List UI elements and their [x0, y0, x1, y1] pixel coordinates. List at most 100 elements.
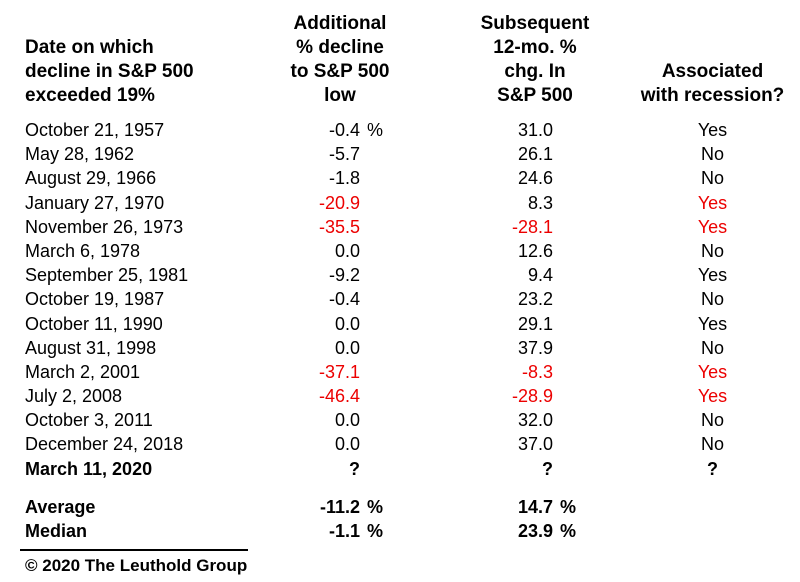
additional-decline-value: -46.4 [318, 386, 360, 407]
col-header-date: Date on which decline in S&P 500 exceede… [25, 37, 194, 106]
cell-date: October 3, 2011 [25, 410, 153, 431]
additional-decline-value: -1.8 [328, 168, 360, 189]
cell-date: October 19, 1987 [25, 289, 165, 310]
cell-recession: Yes [697, 216, 728, 237]
table-row: March 11, 2020 ? ? ? [0, 457, 800, 481]
subsequent-change-value: 32.0 [517, 410, 553, 431]
cell-recession: Yes [697, 313, 728, 334]
table-row: October 11, 1990 0.0 29.1 Yes [0, 312, 800, 336]
subsequent-change-value: 37.0 [517, 434, 553, 455]
table-row: January 27, 1970 -20.9 8.3 Yes [0, 191, 800, 215]
percent-sign [553, 166, 615, 190]
additional-decline-value: -35.5 [318, 216, 360, 237]
additional-decline-value: 0.0 [334, 337, 360, 358]
cell-additional-decline: -11.2% [255, 495, 425, 519]
additional-decline-value: -20.9 [318, 192, 360, 213]
cell-recession: Yes [697, 192, 728, 213]
additional-decline-value: 0.0 [334, 313, 360, 334]
table-row: Median -1.1% 23.9% [0, 519, 800, 543]
percent-sign [360, 360, 425, 384]
cell-recession: No [700, 289, 724, 310]
cell-subsequent-change: -28.1 [455, 215, 615, 239]
cell-recession: Yes [697, 361, 728, 382]
subsequent-change-value: 31.0 [517, 120, 553, 140]
percent-sign [360, 312, 425, 336]
percent-sign [360, 384, 425, 408]
table-row: December 24, 2018 0.0 37.0 No [0, 432, 800, 456]
cell-recession: No [700, 434, 724, 455]
table-header: Date on which decline in S&P 500 exceede… [0, 0, 800, 108]
percent-sign [553, 457, 615, 481]
cell-date: August 29, 1966 [25, 168, 157, 189]
cell-additional-decline: 0.0 [255, 432, 425, 456]
additional-decline-value: 0.0 [334, 410, 360, 431]
copyright-text: © 2020 The Leuthold Group [25, 556, 248, 576]
cell-date: Median [25, 521, 88, 541]
subsequent-change-value: ? [542, 458, 553, 479]
table-row: July 2, 2008 -46.4 -28.9 Yes [0, 384, 800, 408]
cell-date: July 2, 2008 [25, 386, 123, 407]
percent-sign [553, 263, 615, 287]
subsequent-change-value: 37.9 [517, 337, 553, 358]
cell-date: May 28, 1962 [25, 144, 135, 165]
cell-date: September 25, 1981 [25, 265, 189, 286]
cell-subsequent-change: ? [455, 457, 615, 481]
percent-sign [553, 360, 615, 384]
cell-additional-decline: 0.0 [255, 408, 425, 432]
table-row: October 3, 2011 0.0 32.0 No [0, 408, 800, 432]
cell-additional-decline: ? [255, 457, 425, 481]
percent-sign [360, 408, 425, 432]
additional-decline-value: -1.1 [328, 521, 360, 541]
percent-sign [360, 287, 425, 311]
subsequent-change-value: 9.4 [527, 265, 553, 286]
cell-subsequent-change: 23.9% [455, 519, 615, 543]
cell-date: March 6, 1978 [25, 240, 141, 261]
cell-subsequent-change: 9.4 [455, 263, 615, 287]
cell-date: October 21, 1957 [25, 120, 165, 140]
cell-date: March 2, 2001 [25, 361, 141, 382]
percent-sign [553, 336, 615, 360]
table-row: September 25, 1981 -9.2 9.4 Yes [0, 263, 800, 287]
summary-section: Average -11.2% 14.7% Median -1.1% 23.9% [0, 495, 800, 543]
additional-decline-value: -37.1 [318, 361, 360, 382]
subsequent-change-value: -8.3 [521, 361, 553, 382]
cell-additional-decline: 0.0 [255, 239, 425, 263]
percent-sign [360, 239, 425, 263]
percent-sign [553, 215, 615, 239]
col-header-recession: Associated with recession? [640, 61, 785, 106]
cell-date: January 27, 1970 [25, 192, 165, 213]
percent-sign [360, 263, 425, 287]
cell-recession [630, 519, 795, 543]
cell-recession: No [700, 410, 724, 431]
cell-subsequent-change: -8.3 [455, 360, 615, 384]
percent-sign: % [367, 120, 384, 140]
subsequent-change-value: 23.2 [517, 289, 553, 310]
cell-additional-decline: -9.2 [255, 263, 425, 287]
cell-subsequent-change: 24.6 [455, 166, 615, 190]
percent-sign: % [560, 496, 577, 517]
table-row: March 2, 2001 -37.1 -8.3 Yes [0, 360, 800, 384]
cell-date: August 31, 1998 [25, 337, 157, 358]
cell-subsequent-change: -28.9 [455, 384, 615, 408]
percent-sign [553, 118, 615, 142]
cell-date: October 11, 1990 [25, 313, 163, 334]
cell-date: November 26, 1973 [25, 216, 184, 237]
cell-recession: ? [707, 458, 718, 479]
footer-divider [20, 549, 248, 552]
percent-sign [553, 432, 615, 456]
cell-subsequent-change: 29.1 [455, 312, 615, 336]
cell-additional-decline: -5.7 [255, 142, 425, 166]
cell-additional-decline: 0.0 [255, 336, 425, 360]
cell-additional-decline: -0.4% [255, 118, 425, 142]
percent-sign: % [367, 496, 384, 517]
subsequent-change-value: 14.7 [517, 496, 553, 517]
cell-recession [630, 495, 795, 519]
subsequent-change-value: -28.1 [511, 216, 553, 237]
cell-date: March 11, 2020 [25, 458, 153, 479]
cell-subsequent-change: 37.9 [455, 336, 615, 360]
table-row: August 31, 1998 0.0 37.9 No [0, 336, 800, 360]
percent-sign [360, 166, 425, 190]
col-header-subsequent-change: Subsequent 12-mo. % chg. In S&P 500 [480, 13, 590, 106]
cell-additional-decline: -1.8 [255, 166, 425, 190]
